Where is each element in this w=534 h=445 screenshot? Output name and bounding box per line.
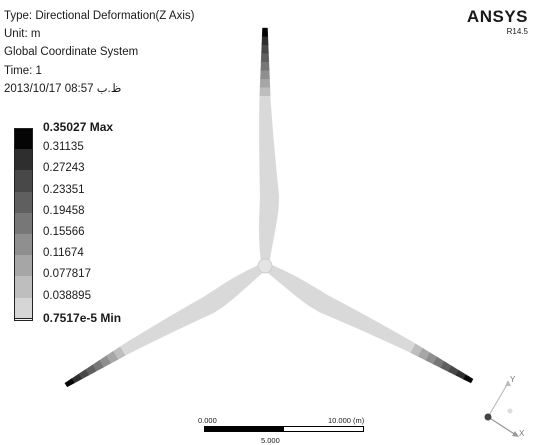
axis-triad[interactable]: Y X	[478, 375, 528, 439]
blade-right-tip	[463, 374, 474, 384]
legend-swatch	[14, 317, 33, 321]
blade-top-contour-band	[259, 77, 271, 88]
scale-start-label: 0.000	[198, 416, 217, 425]
legend-swatch	[14, 212, 33, 234]
blade-top-contour-band	[260, 61, 270, 71]
legend-label: 0.35027 Max	[43, 120, 114, 134]
scale-mid-label: 5.000	[261, 436, 280, 445]
legend-label: 0.15566	[43, 225, 85, 238]
timestamp-label: 2013/10/17 08:57 ظ.ب	[4, 82, 122, 95]
legend-label: 0.23351	[43, 183, 85, 196]
version-label: R14.5	[506, 27, 528, 36]
rotation-center-icon	[507, 408, 513, 414]
blade-top-contour-band	[259, 94, 271, 105]
result-info-panel: Type: Directional Deformation(Z Axis) Un…	[4, 7, 194, 98]
triad-graphic	[484, 380, 519, 437]
blade-top-contour-band	[260, 52, 270, 62]
blade-top-contour-band	[259, 86, 271, 96]
y-axis-label: Y	[510, 375, 516, 384]
legend-label: 0.27243	[43, 162, 85, 175]
y-axis-line	[487, 382, 509, 418]
turbine-hub	[257, 258, 273, 274]
legend-label: 0.31135	[43, 141, 84, 154]
x-axis-label: X	[519, 429, 525, 438]
legend-label: 0.077817	[43, 268, 91, 281]
x-axis-line	[487, 416, 517, 436]
legend-swatch	[14, 128, 33, 150]
blade-left-tip	[64, 378, 75, 388]
turbine-blades	[64, 27, 474, 388]
y-axis-arrow-icon	[505, 380, 511, 386]
time-label: Time: 1	[4, 64, 42, 77]
blade-top-contour-band	[261, 44, 269, 54]
ansys-logo: ANSYS	[466, 7, 528, 26]
z-axis-dot-icon	[484, 413, 492, 421]
legend-swatch	[14, 255, 33, 277]
blade-top-body	[259, 103, 280, 262]
legend-label: 0.7517e-5 Min	[43, 310, 122, 325]
result-type-label: Type: Directional Deformation(Z Axis)	[4, 10, 195, 22]
blade-top-tip	[262, 27, 268, 37]
blade-left-body	[126, 264, 264, 352]
legend-swatch	[14, 297, 33, 319]
legend-swatch	[14, 191, 33, 213]
blade-top-contour-band	[261, 35, 269, 45]
coordinate-system-label: Global Coordinate System	[4, 46, 139, 59]
legend-swatch	[14, 233, 33, 256]
legend-label: 0.038895	[43, 289, 91, 302]
legend-label: 0.19458	[43, 204, 85, 217]
scale-end-label: 10.000 (m)	[328, 416, 365, 425]
legend-swatch	[14, 170, 33, 192]
legend-label: 0.11674	[43, 247, 84, 260]
blade-top-contour-band	[260, 69, 270, 79]
unit-label: Unit: m	[4, 28, 41, 41]
scale-bar-fill	[204, 426, 284, 432]
blade-right-body	[266, 264, 409, 350]
x-axis-arrow-icon	[512, 431, 519, 437]
legend-swatch	[14, 276, 33, 298]
ansys-brand: ANSYS R14.5	[467, 8, 528, 37]
legend-swatch	[14, 149, 33, 171]
scale-bar: 0.000 10.000 (m) 5.000	[198, 416, 370, 445]
